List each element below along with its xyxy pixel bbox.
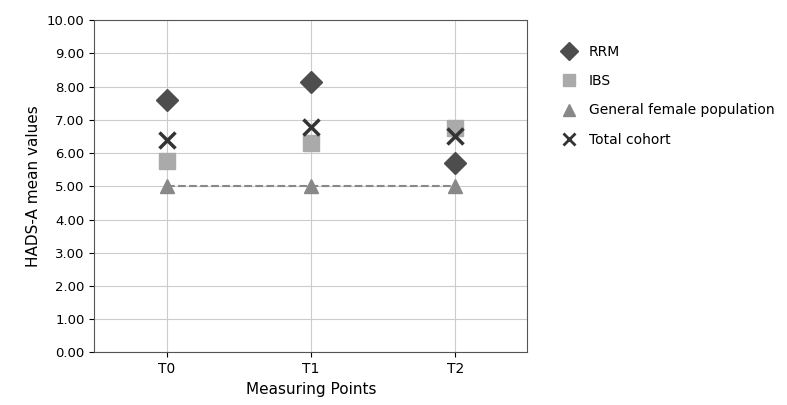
X-axis label: Measuring Points: Measuring Points [246,382,376,396]
Legend: RRM, IBS, General female population, Total cohort: RRM, IBS, General female population, Tot… [550,39,780,152]
Y-axis label: HADS-A mean values: HADS-A mean values [27,105,42,267]
